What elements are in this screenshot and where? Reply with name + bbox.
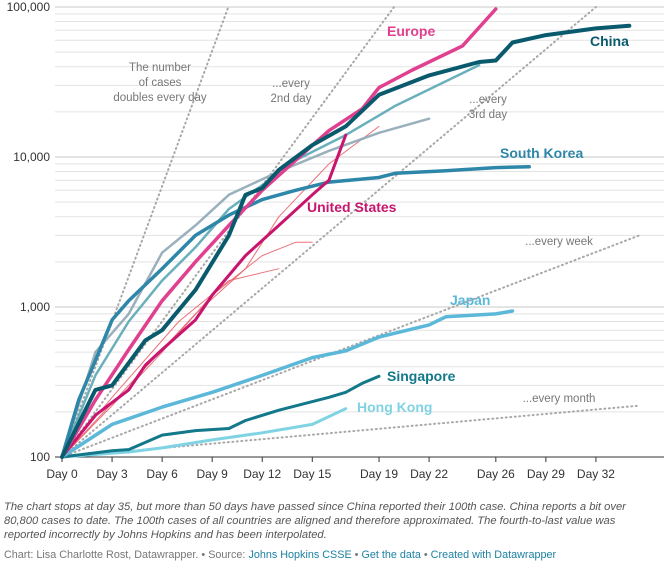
series-line bbox=[60, 309, 515, 459]
series-line bbox=[60, 374, 381, 459]
series-line bbox=[60, 133, 348, 459]
series-line bbox=[60, 63, 481, 459]
x-tick-label: Day 0 bbox=[46, 467, 78, 481]
y-tick-label: 100,000 bbox=[7, 0, 51, 14]
guide-line bbox=[61, 6, 597, 458]
x-tick-label: Day 3 bbox=[96, 467, 128, 481]
guide-label-line: 2nd day bbox=[271, 93, 312, 105]
series-label: Japan bbox=[450, 292, 490, 308]
x-tick-label: Day 32 bbox=[577, 467, 615, 481]
chart-note: The chart stops at day 35, but more than… bbox=[4, 501, 626, 541]
x-tick-label: Day 12 bbox=[243, 467, 281, 481]
guide-line bbox=[61, 234, 641, 458]
series-label: Hong Kong bbox=[357, 399, 432, 415]
guide-label-line: ...every bbox=[469, 94, 507, 106]
series-line bbox=[60, 23, 632, 459]
guide-line bbox=[61, 404, 641, 458]
series-label: China bbox=[590, 33, 629, 49]
guide-label-line: ...every bbox=[272, 78, 310, 90]
guide-label-line: The number bbox=[129, 62, 191, 74]
guide-label-line: of cases bbox=[139, 77, 182, 89]
series-label: Singapore bbox=[387, 368, 456, 384]
guide-label: ...every month bbox=[523, 393, 596, 405]
guide-label: ...every 3rd day bbox=[469, 94, 508, 121]
y-tick-label: 1,000 bbox=[20, 300, 50, 314]
source-link[interactable]: Johns Hopkins CSSE bbox=[248, 549, 352, 561]
x-tick-label: Day 26 bbox=[477, 467, 515, 481]
guide-label: ...every week bbox=[525, 236, 593, 248]
x-tick-label: Day 15 bbox=[293, 467, 331, 481]
source-line: Chart: Lisa Charlotte Rost, Datawrapper.… bbox=[4, 549, 557, 561]
y-tick-label: 100 bbox=[30, 450, 50, 464]
guide-line bbox=[61, 6, 396, 458]
guide-label-line: ...every month bbox=[523, 393, 596, 405]
credit: Chart: Lisa Charlotte Rost, Datawrapper. bbox=[4, 549, 199, 561]
source-label: Source: bbox=[208, 549, 246, 561]
guide-label: The number of cases doubles every day bbox=[113, 62, 207, 104]
chart: 100 1,000 10,000 100,000 Day 0 Day 3 Day 6 Day … bbox=[7, 0, 664, 481]
x-tick-label: Day 6 bbox=[146, 467, 178, 481]
series-label: Europe bbox=[387, 23, 435, 39]
series-line bbox=[61, 125, 380, 458]
data-link[interactable]: Get the data bbox=[361, 549, 421, 561]
guide-label-line: doubles every day bbox=[113, 92, 207, 104]
x-tick-label: Day 22 bbox=[410, 467, 448, 481]
datawrapper-link[interactable]: Created with Datawrapper bbox=[430, 549, 557, 561]
guide-label-line: ...every week bbox=[525, 236, 593, 248]
guide-line bbox=[61, 6, 230, 458]
x-tick-label: Day 19 bbox=[360, 467, 398, 481]
series-label: South Korea bbox=[500, 145, 583, 161]
x-tick-label: Day 29 bbox=[527, 467, 565, 481]
series-label: United States bbox=[307, 199, 397, 215]
series-line bbox=[60, 117, 431, 459]
series-line bbox=[60, 407, 348, 459]
guide-label-line: 3rd day bbox=[469, 109, 508, 121]
x-tick-label: Day 9 bbox=[196, 467, 228, 481]
y-tick-label: 10,000 bbox=[13, 150, 50, 164]
guide-label: ...every 2nd day bbox=[271, 78, 312, 105]
series-line bbox=[60, 7, 498, 459]
